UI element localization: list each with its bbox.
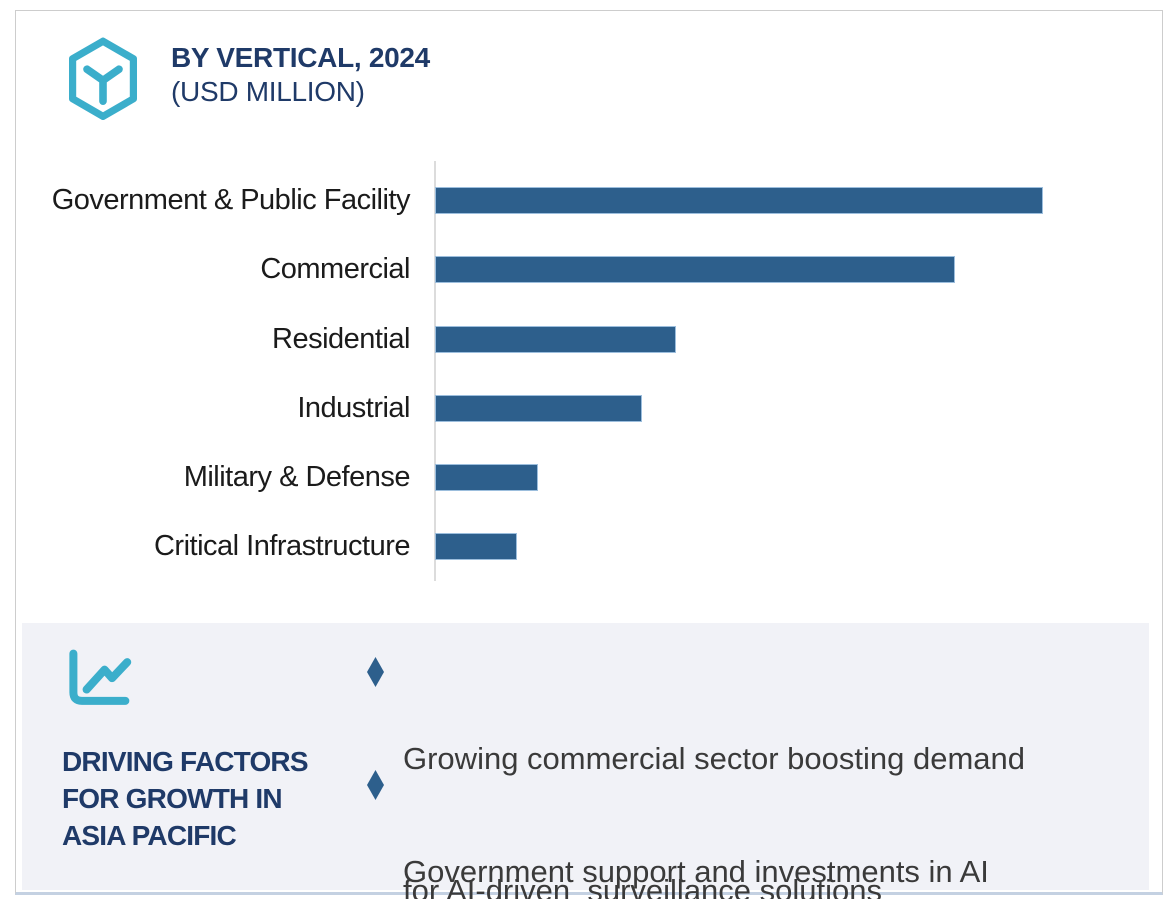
bar-government-public-facility	[435, 187, 1043, 214]
bullet-item: Growing commercial sector boosting deman…	[367, 649, 1025, 899]
panel-heading-line: FOR GROWTH IN	[62, 783, 283, 814]
bar-industrial	[435, 395, 642, 422]
chart-subtitle: (USD MILLION)	[171, 76, 365, 107]
category-label: Residential	[272, 322, 410, 355]
bar-row: Government & Public Facility	[16, 183, 1162, 215]
panel-heading-line: ASIA PACIFIC	[62, 820, 237, 851]
bar-commercial	[435, 256, 955, 283]
category-label: Military & Defense	[183, 460, 411, 493]
bullet-line: Government support and investments in AI	[403, 854, 989, 889]
header-title-block: BY VERTICAL, 2024 (USD MILLION)	[171, 41, 430, 108]
bar-row: Military & Defense	[16, 460, 1162, 492]
bullet-item: Government support and investments in AI…	[367, 762, 989, 899]
bar-row: Commercial	[16, 252, 1162, 284]
chart-title: BY VERTICAL, 2024	[171, 42, 430, 73]
bar-row: Industrial	[16, 391, 1162, 423]
panel-heading-line: DRIVING FACTORS	[62, 746, 309, 777]
category-axis-line	[434, 161, 436, 581]
bar-chart: Government & Public Facility Commercial …	[16, 11, 1162, 611]
driving-factors-panel: DRIVING FACTORS FOR GROWTH IN ASIA PACIF…	[22, 623, 1149, 899]
bar-critical-infrastructure	[435, 533, 517, 560]
category-label: Government & Public Facility	[51, 183, 411, 216]
bullet-text: Growing commercial sector boosting deman…	[403, 649, 1025, 899]
diamond-icon	[367, 770, 384, 800]
panel-heading: DRIVING FACTORS FOR GROWTH IN ASIA PACIF…	[62, 743, 309, 854]
bar-row: Residential	[16, 322, 1162, 354]
diamond-icon	[367, 657, 384, 687]
bullet-text: Government support and investments in AI…	[403, 762, 989, 899]
hexagon-cube-icon	[69, 37, 137, 120]
category-label: Industrial	[297, 391, 410, 424]
bar-military-defense	[435, 464, 538, 491]
bar-residential	[435, 326, 676, 353]
line-chart-icon	[69, 649, 132, 705]
category-label: Commercial	[260, 252, 410, 285]
infographic-card: BY VERTICAL, 2024 (USD MILLION) Governme…	[15, 10, 1163, 899]
bullet-line: for AI-driven surveillance solutions	[403, 873, 883, 899]
bullet-line: Growing commercial sector boosting deman…	[403, 741, 1025, 776]
bar-row: Critical Infrastructure	[16, 529, 1162, 561]
category-label: Critical Infrastructure	[153, 529, 411, 562]
